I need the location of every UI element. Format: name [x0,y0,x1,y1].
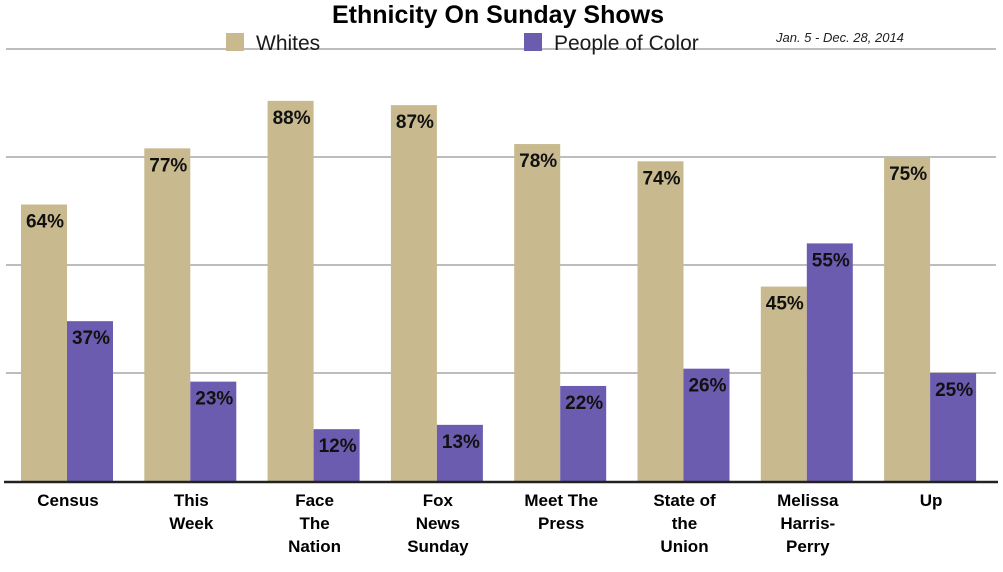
data-label-people-of-color-6: 55% [812,250,850,271]
legend: Whites People of Color [226,32,699,55]
data-label-whites-4: 78% [519,151,557,172]
category-label-0: Census [37,491,98,510]
legend-label-whites: Whites [256,32,320,55]
date-range: Jan. 5 - Dec. 28, 2014 [775,30,904,45]
data-labels: 64% 37% 77% 23% 88% 12% 87% 13% 78% 22% 74% 26% 45% 5… [26,108,973,457]
bar-people-of-color-0 [67,321,113,481]
bar-whites-4 [514,144,561,482]
data-label-whites-7: 75% [889,164,927,185]
category-label-5: State of the Union [653,491,716,556]
bar-people-of-color-4 [560,385,607,481]
data-label-whites-5: 74% [642,168,680,189]
bar-whites-3 [390,105,437,481]
legend-swatch-people-of-color [524,33,542,51]
data-label-people-of-color-7: 25% [935,380,973,401]
bar-whites-2 [267,100,314,481]
data-label-whites-2: 88% [273,108,311,129]
bars [21,100,977,482]
category-label-3: Fox News Sunday [407,491,469,556]
bar-whites-1 [144,148,191,482]
category-label-2: Face The Nation [288,491,341,556]
bar-people-of-color-3 [436,424,483,481]
category-labels: Census This Week Face The Nation Fox News Sunday… [37,491,942,556]
data-label-people-of-color-1: 23% [195,389,233,410]
category-label-1: This Week [169,491,214,533]
data-label-people-of-color-5: 26% [688,376,726,397]
data-label-whites-0: 64% [26,212,64,233]
data-label-people-of-color-0: 37% [72,328,110,349]
data-label-whites-1: 77% [149,155,187,176]
bar-whites-7 [884,157,931,481]
data-label-whites-6: 45% [766,294,804,315]
data-label-people-of-color-2: 12% [319,436,357,457]
bar-people-of-color-6 [806,243,853,481]
data-label-people-of-color-4: 22% [565,393,603,414]
bar-whites-6 [760,286,807,481]
category-label-4: Meet The Press [524,491,598,533]
chart-title: Ethnicity On Sunday Shows [332,1,664,29]
data-label-people-of-color-3: 13% [442,432,480,453]
bar-people-of-color-5 [683,368,730,481]
category-label-7: Up [920,491,943,510]
data-label-whites-3: 87% [396,112,434,133]
bar-whites-5 [637,161,684,481]
legend-label-people-of-color: People of Color [554,32,699,55]
bar-people-of-color-7 [930,373,977,481]
bar-people-of-color-1 [190,381,237,481]
legend-swatch-whites [226,33,244,51]
bar-whites-0 [21,204,67,481]
category-label-6: Melissa Harris-Perry [777,491,839,556]
bar-people-of-color-2 [313,429,360,481]
